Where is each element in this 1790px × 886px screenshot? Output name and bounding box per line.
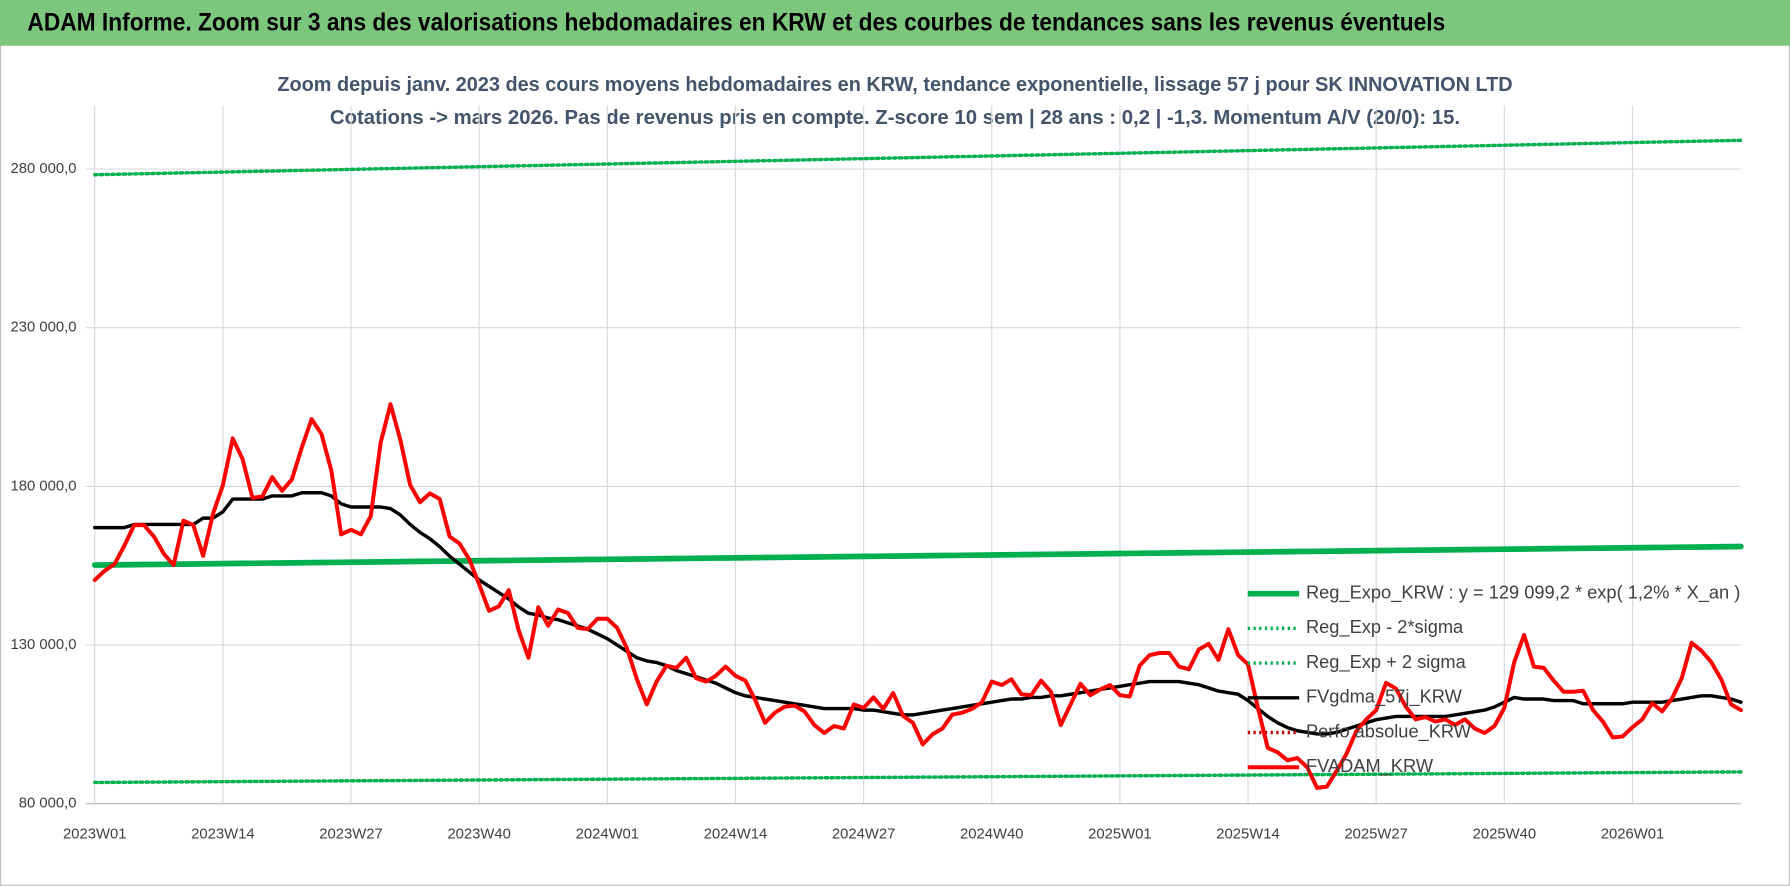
x-tick-label: 2024W40 [960,826,1023,842]
x-tick-label: 2023W27 [319,826,382,842]
x-tick-label: 2025W27 [1344,826,1407,842]
x-tick-label: 2026W01 [1601,826,1664,842]
legend-label: FVgdma_57j_KRW [1306,686,1463,708]
plot [91,138,1744,790]
y-tick-label: 130 000,0 [11,637,77,653]
header-bar [0,0,1790,46]
x-tick-label: 2023W40 [447,826,510,842]
series-line [92,402,1743,790]
y-tick-label: 180 000,0 [11,478,77,494]
chart-subtitle: Cotations -> mars 2026. Pas de revenus p… [330,106,1460,129]
legend-label: Reg_Exp - 2*sigma [1306,616,1464,638]
legend-label: Perfo absolue_KRW [1306,720,1472,742]
x-tick-label: 2023W14 [191,826,254,842]
x-tick-label: 2024W27 [832,826,895,842]
y-tick-label: 230 000,0 [11,320,77,336]
series-line [91,543,1744,568]
x-tick-label: 2025W14 [1216,826,1279,842]
x-tick-label: 2024W01 [576,826,639,842]
series-line [93,491,1743,736]
chart-title: Zoom depuis janv. 2023 des cours moyens … [277,73,1512,96]
x-tick-label: 2023W01 [63,826,126,842]
legend-label: Reg_Exp + 2 sigma [1306,651,1467,673]
y-tick-label: 280 000,0 [11,161,77,177]
x-tick-label: 2025W40 [1473,826,1536,842]
y-tick-label: 80 000,0 [19,796,77,812]
series-line [93,770,1743,785]
x-tick-label: 2025W01 [1088,826,1151,842]
series-line [93,138,1743,177]
page-title: ADAM Informe. Zoom sur 3 ans des valoris… [27,9,1445,37]
legend-label: Reg_Expo_KRW : y = 129 099,2 * exp( 1,2%… [1306,582,1740,604]
legend-label: FVADAM_KRW [1306,755,1434,777]
legend: Reg_Expo_KRW : y = 129 099,2 * exp( 1,2%… [1247,582,1740,777]
x-tick-label: 2024W14 [704,826,767,842]
